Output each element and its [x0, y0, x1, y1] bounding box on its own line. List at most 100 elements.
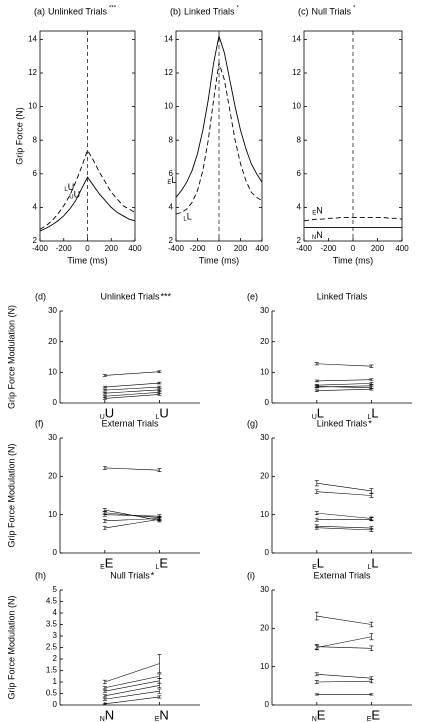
error-bar: [102, 388, 107, 392]
error-bar: [369, 645, 374, 651]
y-tick-label: 6: [297, 169, 302, 178]
error-bar: [314, 611, 319, 621]
y-tick-label: 5: [53, 585, 58, 594]
subject-line: [316, 636, 372, 648]
error-bar: [314, 480, 319, 487]
label-prefix: U: [312, 414, 317, 421]
x-tick-label: 400: [255, 244, 269, 253]
label-letter: U: [68, 182, 75, 192]
y-tick-label: 12: [292, 68, 301, 77]
subject-line: [104, 690, 160, 700]
subject-line: [316, 379, 372, 382]
subject-line: [104, 680, 160, 692]
error-bar: [102, 397, 107, 400]
error-bar: [157, 388, 162, 392]
label-letter: L: [171, 175, 176, 185]
label-prefix: L: [367, 414, 371, 421]
error-bar: [102, 679, 107, 685]
label-letter: U: [74, 189, 81, 199]
error-bar: [369, 493, 374, 498]
y-tick-label: 8: [169, 135, 174, 144]
panel-title: Unlinked Trials: [48, 6, 108, 16]
panel-title: External Trials: [313, 570, 371, 580]
x-axis-label: Time (ms): [67, 255, 107, 265]
panel-label: (g): [247, 418, 258, 428]
error-bar: [369, 382, 374, 385]
y-tick-label: 10: [260, 662, 269, 671]
y-tick-label: 2.5: [46, 643, 58, 652]
panel-label: (i): [247, 570, 255, 580]
label-prefix: L: [183, 217, 187, 223]
error-bar: [369, 378, 374, 381]
panel-label: (d): [35, 291, 46, 301]
x-axis-label: Time (ms): [199, 255, 239, 265]
error-bar: [102, 689, 107, 693]
error-bar: [314, 389, 319, 392]
y-tick-label: 8: [33, 135, 38, 144]
x-tick-label: 0: [217, 244, 222, 253]
label-letter: L: [187, 211, 192, 221]
panel-label: (e): [247, 291, 258, 301]
subject-line: [316, 512, 372, 519]
panel-label: (f): [35, 418, 44, 428]
y-tick-label: 10: [260, 367, 269, 376]
label-letter: E: [159, 555, 168, 570]
label-letter: E: [371, 707, 380, 722]
y-tick-label: 10: [28, 102, 37, 111]
x-tick-label: 400: [128, 244, 142, 253]
panel-title: Null Trials: [110, 570, 150, 580]
subject-line: [104, 394, 160, 399]
y-tick-label: 10: [48, 510, 57, 519]
error-bar: [369, 364, 374, 368]
error-bar: [157, 688, 162, 694]
subject-line: [316, 363, 372, 367]
curve: [39, 149, 136, 230]
x-tick-label: -200: [320, 244, 337, 253]
y-tick-label: 6: [33, 169, 38, 178]
y-tick-label: 10: [164, 102, 173, 111]
error-bar: [314, 693, 319, 696]
subject-line: [104, 371, 160, 376]
y-tick-label: 12: [164, 68, 173, 77]
error-bar: [157, 385, 162, 389]
x-axis-label: Time (ms): [333, 255, 373, 265]
error-bar: [157, 517, 162, 522]
subject-line: [104, 663, 160, 683]
label-prefix: L: [64, 187, 68, 193]
error-bar: [157, 695, 162, 699]
y-tick-label: 1: [53, 677, 58, 686]
label-letter: E: [317, 707, 326, 722]
y-axis-label: Grip Force Modulation (N): [6, 443, 16, 547]
y-tick-label: 0.5: [46, 689, 58, 698]
y-tick-label: 20: [260, 471, 269, 480]
error-bar: [157, 654, 162, 674]
subject-line: [316, 646, 372, 649]
error-bar: [102, 391, 107, 395]
significance-stars: *: [237, 6, 240, 12]
subject-line: [316, 525, 372, 529]
panel-title: Linked Trials: [317, 291, 368, 301]
x-tick-label: -200: [189, 244, 206, 253]
error-bar: [314, 362, 319, 366]
error-bar: [102, 395, 107, 398]
error-bar: [102, 512, 107, 517]
error-bar: [157, 370, 162, 373]
error-bar: [314, 680, 319, 684]
error-bar: [369, 679, 374, 684]
label-prefix: E: [155, 716, 160, 722]
y-tick-label: 4: [33, 203, 38, 212]
y-tick-label: 4: [53, 608, 58, 617]
panel-title: External Trials: [101, 418, 159, 428]
subject-line: [104, 518, 160, 529]
label-letter: N: [316, 230, 323, 240]
y-tick-label: 30: [260, 306, 269, 315]
y-tick-label: 30: [48, 433, 57, 442]
label-prefix: E: [312, 211, 316, 217]
significance-stars: *: [368, 418, 372, 428]
label-prefix: E: [100, 564, 105, 571]
label-prefix: L: [367, 564, 371, 571]
label-prefix: L: [155, 414, 159, 421]
y-tick-label: 2: [53, 654, 58, 663]
error-bar: [314, 672, 319, 677]
y-tick-label: 14: [164, 35, 173, 44]
